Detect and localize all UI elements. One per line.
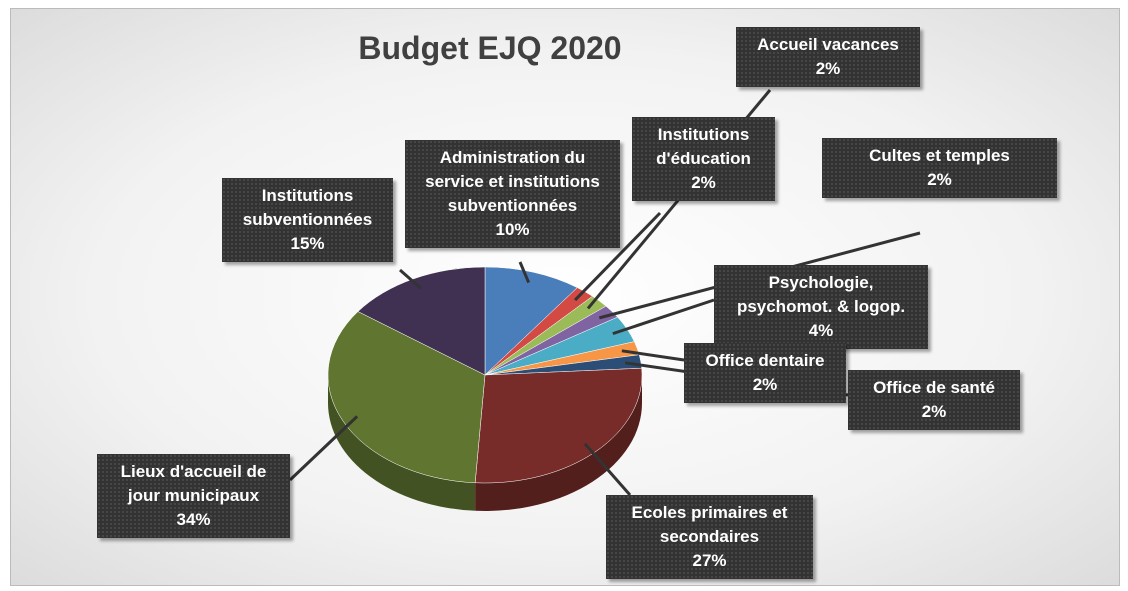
leader-line [399,268,422,290]
pie-slice [357,266,486,376]
label-name: Institutions subventionnées [242,186,373,229]
chart-title: Budget EJQ 2020 [358,30,622,66]
label-value: 2% [691,173,716,192]
leader-line [573,211,662,302]
label-name: Lieux d'accueil de jour municipaux [120,462,267,505]
leader-line [518,261,531,284]
label-name: Institutions d'éducation [656,125,751,168]
label-value: 2% [815,59,841,78]
data-label: Psychologie, psychomot. & logop. 4% [714,265,928,349]
data-label: Institutions subventionnées 15% [222,178,393,262]
leader-line [288,415,359,482]
data-label: Institutions d'éducation 2% [632,117,775,201]
label-value: 2% [752,375,778,394]
label-name: Office dentaire [705,351,825,370]
label-name: Ecoles primaires et secondaires [631,503,788,546]
label-name: Psychologie, psychomot. & logop. [736,273,906,316]
pie-side [328,375,476,511]
label-value: 27% [692,551,727,570]
data-label: Office dentaire 2% [684,343,846,403]
data-label: Ecoles primaires et secondaires 27% [606,495,813,579]
label-name: Office de santé [873,378,995,397]
label-name: Accueil vacances [757,35,899,54]
data-label: Cultes et temples 2% [822,138,1057,198]
label-value: 4% [808,321,834,340]
pie-slice [474,367,643,484]
label-value: 2% [927,170,952,189]
label-name: Administration du service et institution… [425,148,600,215]
label-value: 10% [495,220,530,239]
pie-side [475,375,642,511]
pie-slice [484,266,578,376]
leader-line [583,442,632,496]
data-label: Office de santé 2% [848,370,1020,430]
data-label: Lieux d'accueil de jour municipaux 34% [97,454,290,538]
pie-slice [327,311,486,484]
data-label: Administration du service et institution… [405,140,620,248]
label-value: 34% [176,510,211,529]
label-value: 15% [290,234,325,253]
leader-line [612,298,715,336]
label-name: Cultes et temples [869,146,1010,165]
data-label: Accueil vacances 2% [736,27,920,87]
leader-line [621,349,685,362]
label-value: 2% [921,402,947,421]
